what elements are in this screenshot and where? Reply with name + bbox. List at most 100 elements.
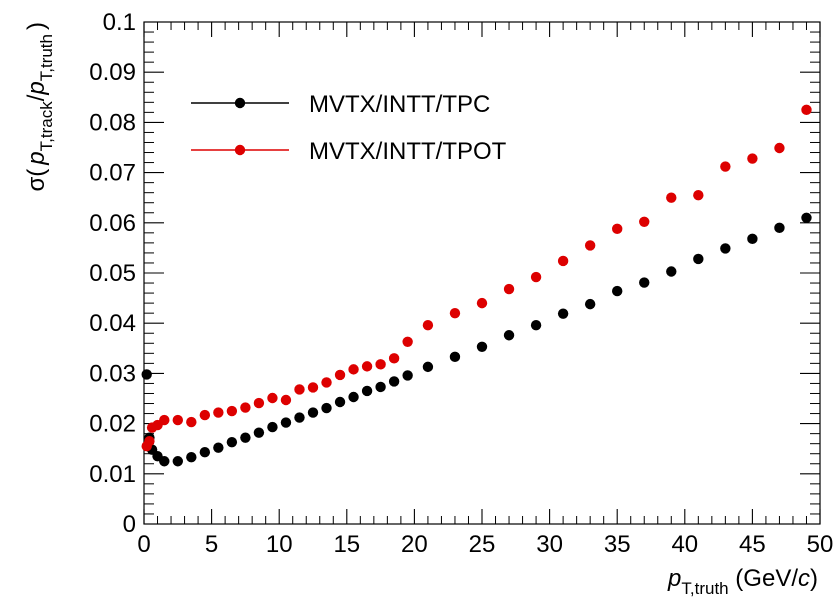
series-2	[141, 104, 812, 452]
x-axis-ticks: 0 5 10 15 20 25 30 35 40 45 50	[137, 22, 833, 558]
data-point	[240, 432, 251, 443]
data-point	[557, 255, 569, 267]
data-point	[388, 353, 400, 364]
data-point	[422, 361, 434, 373]
data-point	[449, 351, 461, 363]
data-point	[503, 283, 515, 295]
data-point	[693, 189, 704, 201]
y-axis-den-sub: T,truth	[37, 34, 56, 81]
data-point	[612, 285, 623, 297]
data-point	[801, 104, 812, 116]
y-tick-label: 0.02	[89, 411, 136, 438]
data-point	[801, 212, 812, 223]
data-point	[348, 364, 359, 375]
legend: MVTX/INTT/TPC MVTX/INTT/TPOT	[191, 91, 507, 165]
y-axis-prefix: σ(	[23, 169, 50, 192]
data-point	[159, 414, 170, 426]
data-point	[449, 307, 461, 319]
x-axis-title: pT,truth (GeV/c)	[667, 565, 818, 598]
legend-label: MVTX/INTT/TPOT	[309, 138, 507, 165]
data-point	[361, 385, 373, 397]
data-point	[186, 452, 197, 463]
data-point	[774, 142, 785, 154]
x-axis-subscript: T,truth	[681, 579, 728, 598]
y-axis-den-symbol: p	[23, 81, 50, 95]
data-point	[530, 271, 542, 283]
y-tick-label: 0.07	[89, 160, 136, 187]
data-point	[226, 405, 238, 417]
data-point	[307, 407, 319, 418]
data-point	[747, 153, 758, 164]
y-tick-label: 0.1	[103, 9, 136, 36]
data-point	[774, 222, 785, 234]
data-point	[476, 297, 488, 309]
y-tick-label: 0	[123, 511, 136, 538]
data-point	[720, 161, 731, 172]
y-tick-label: 0.01	[89, 461, 136, 488]
x-axis-symbol: p	[667, 565, 681, 592]
data-point	[348, 391, 359, 403]
data-point	[612, 223, 623, 235]
data-point	[280, 417, 292, 428]
data-point	[294, 384, 305, 395]
y-tick-label: 0.05	[89, 260, 136, 287]
series-layer	[141, 104, 812, 467]
data-point	[334, 369, 346, 381]
x-axis-units-suffix: )	[810, 565, 818, 592]
data-point	[693, 253, 704, 265]
y-axis-suffix: )	[23, 22, 50, 30]
data-point	[213, 407, 224, 418]
legend-label: MVTX/INTT/TPC	[309, 91, 490, 118]
data-point	[267, 392, 278, 404]
data-point	[375, 381, 386, 393]
data-point	[213, 442, 224, 453]
data-point	[253, 397, 265, 409]
data-point	[402, 336, 413, 347]
y-axis-ticks: 0 0.01 0.02 0.03 0.04 0.05 0.06 0.07 0.08 0.09 0.1	[89, 9, 820, 538]
data-point	[666, 192, 677, 203]
legend-entry: MVTX/INTT/TPC	[191, 91, 490, 118]
y-tick-label: 0.08	[89, 109, 136, 136]
data-point	[388, 376, 400, 387]
data-point	[747, 233, 758, 245]
data-point	[334, 396, 346, 408]
data-point	[294, 412, 305, 423]
data-point	[321, 377, 332, 388]
x-tick-label: 20	[401, 531, 428, 558]
data-point	[186, 416, 197, 428]
x-tick-label: 25	[469, 531, 496, 558]
data-point	[402, 370, 413, 381]
series-1	[141, 212, 812, 467]
data-point	[584, 240, 596, 251]
data-point	[720, 243, 731, 254]
data-point	[476, 341, 488, 352]
data-point	[375, 359, 386, 370]
y-tick-label: 0.06	[89, 210, 136, 237]
y-axis-num-sub: T,track	[37, 101, 56, 152]
x-axis-units-prefix: (GeV/	[729, 565, 799, 592]
data-point	[267, 421, 278, 433]
y-axis-title: σ(pT,track/pT,truth)	[23, 22, 56, 192]
data-point	[172, 414, 183, 426]
data-point	[584, 298, 596, 310]
data-point	[141, 369, 152, 380]
x-tick-label: 5	[205, 531, 218, 558]
data-point	[639, 216, 650, 227]
data-point	[639, 277, 650, 288]
data-point	[172, 456, 183, 467]
legend-marker	[234, 97, 246, 109]
data-point	[361, 361, 373, 372]
data-point	[253, 427, 265, 438]
x-tick-label: 10	[266, 531, 293, 558]
y-axis-num-symbol: p	[23, 151, 50, 165]
data-point	[199, 409, 211, 421]
data-point	[422, 320, 434, 331]
data-point	[503, 330, 515, 341]
x-axis-units-var: c	[798, 565, 810, 592]
x-tick-label: 45	[739, 531, 766, 558]
data-point	[666, 266, 677, 277]
data-point	[199, 447, 211, 458]
data-point	[159, 456, 170, 467]
